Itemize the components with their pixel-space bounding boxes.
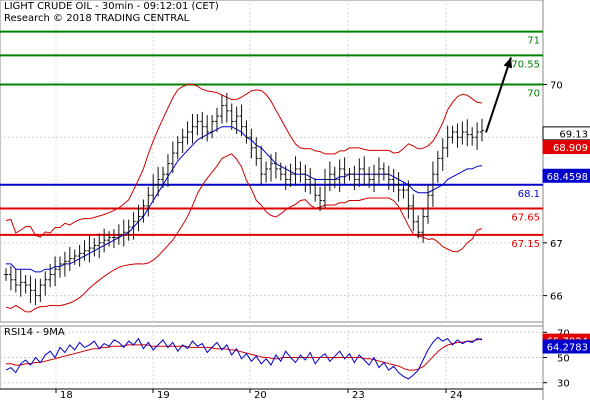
rsi-badge-label: 64.2783 <box>547 343 588 354</box>
main-frame <box>0 0 544 323</box>
bollinger-bands <box>5 83 483 313</box>
x-tick-label: 24 <box>450 390 463 400</box>
lower-band <box>5 153 483 313</box>
last-price-badge <box>542 126 590 141</box>
y-tick-label: 66 <box>550 292 563 303</box>
ma-badge <box>542 168 590 183</box>
level-label: 67.15 <box>511 239 540 250</box>
last-price-badge-label: 69.13 <box>559 129 588 140</box>
rsi-grid <box>0 325 544 390</box>
level-label: 70 <box>527 88 540 99</box>
rsi-label: RSI14 - 9MA <box>4 327 65 338</box>
y-tick-label: 70 <box>550 80 563 91</box>
upper-band-badge <box>542 140 590 155</box>
rsi-tick-label: 30 <box>557 379 570 390</box>
x-tick-label: 18 <box>60 390 73 400</box>
rsi-tick-label: 50 <box>557 354 570 365</box>
rsi-ma-line <box>6 338 483 371</box>
upper-band <box>5 83 483 238</box>
rsi-lines <box>5 336 483 380</box>
rsi-line <box>5 336 483 380</box>
x-tick-label: 19 <box>157 390 170 400</box>
chart-subtitle: Research © 2018 TRADING CENTRAL <box>4 13 190 24</box>
projection-arrow-line <box>485 57 512 133</box>
price-bars <box>4 57 513 306</box>
x-tick-label: 23 <box>352 390 365 400</box>
upper-band-badge-label: 68.909 <box>553 143 588 154</box>
x-tick-label: 20 <box>254 390 267 400</box>
chart-title: LIGHT CRUDE OIL - 30min - 09:12:01 (CET) <box>4 1 219 12</box>
level-label: 67.65 <box>511 213 540 224</box>
level-lines: 71 70.55 70 68.1 67.65 67.15 <box>0 30 543 250</box>
level-label: 70.55 <box>511 59 540 70</box>
projection-arrow-head <box>503 57 513 69</box>
y-tick-label: 67 <box>550 239 563 250</box>
level-label: 71 <box>527 36 540 47</box>
rsi-badge <box>542 339 590 354</box>
moving-average <box>6 126 483 273</box>
level-label: 68.1 <box>518 189 540 200</box>
main-grid <box>0 0 544 400</box>
ma-badge-label: 68.4598 <box>547 172 588 183</box>
